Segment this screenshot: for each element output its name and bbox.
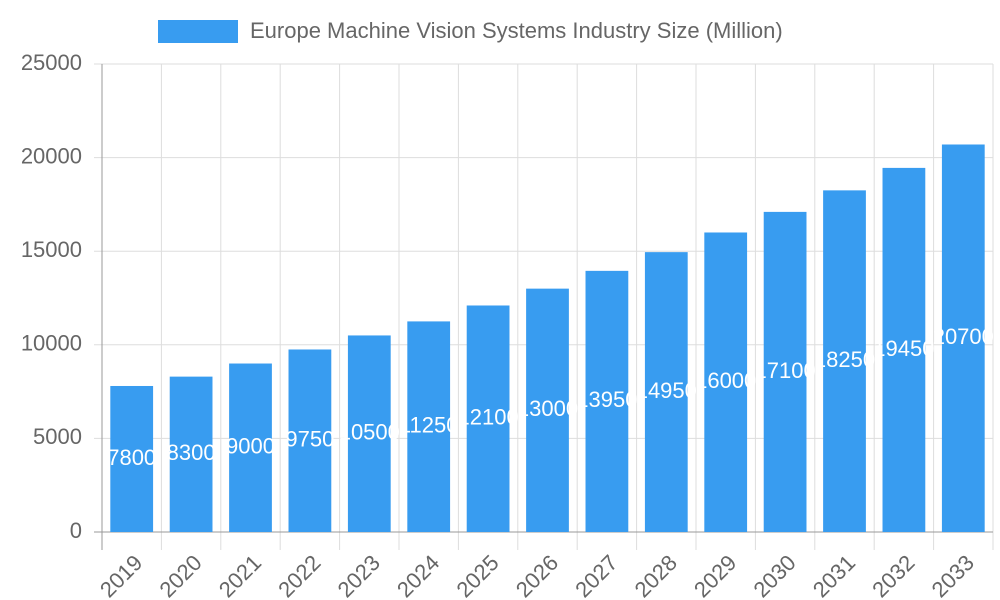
data-label: 13950: [576, 387, 637, 412]
x-tick-label: 2025: [451, 550, 503, 600]
y-tick-label: 10000: [21, 331, 82, 356]
x-tick-label: 2033: [927, 550, 979, 600]
data-label: 9750: [285, 427, 334, 452]
y-tick-label: 15000: [21, 237, 82, 262]
x-tick-label: 2020: [154, 550, 206, 600]
x-tick-label: 2021: [214, 550, 266, 600]
bar: [585, 270, 629, 532]
x-tick-label: 2027: [570, 550, 622, 600]
bar: [229, 363, 272, 532]
data-label: 16000: [695, 368, 756, 393]
bar: [941, 144, 985, 532]
data-label: 19450: [873, 336, 934, 361]
bar: [407, 321, 451, 532]
data-label: 12100: [458, 405, 519, 430]
data-label: 18250: [814, 347, 875, 372]
data-label: 10500: [339, 420, 400, 445]
x-tick-label: 2032: [867, 550, 919, 600]
x-tick-label: 2022: [273, 550, 325, 600]
data-label: 14950: [636, 378, 697, 403]
x-tick-label: 2031: [808, 550, 860, 600]
data-label: 17100: [755, 358, 816, 383]
y-tick-label: 5000: [33, 424, 82, 449]
bar: [763, 211, 807, 532]
data-label: 11250: [399, 413, 459, 438]
data-label: 13000: [517, 396, 578, 421]
data-label: 9000: [226, 434, 275, 459]
bar: [347, 335, 391, 532]
legend-label: Europe Machine Vision Systems Industry S…: [250, 18, 783, 43]
x-tick-label: 2026: [511, 550, 563, 600]
bar: [169, 376, 213, 532]
y-tick-label: 20000: [21, 143, 82, 168]
bar: [882, 167, 926, 532]
y-tick-label: 25000: [21, 50, 82, 75]
x-tick-label: 2028: [630, 550, 682, 600]
x-tick-label: 2023: [333, 550, 385, 600]
legend-swatch: [158, 20, 238, 43]
bar: [288, 349, 332, 532]
x-tick-label: 2029: [689, 550, 741, 600]
bar: [526, 288, 569, 532]
x-tick-label: 2024: [392, 550, 444, 600]
bar: [704, 232, 748, 533]
data-label: 7800: [107, 445, 156, 470]
data-label: 8300: [167, 440, 216, 465]
bar: [823, 190, 866, 533]
data-label: 20700: [933, 324, 994, 349]
bar: [644, 252, 688, 533]
bar: [110, 385, 154, 532]
bar: [466, 305, 510, 532]
x-tick-label: 2019: [95, 550, 147, 600]
x-tick-label: 2030: [748, 550, 800, 600]
y-tick-label: 0: [70, 518, 82, 543]
